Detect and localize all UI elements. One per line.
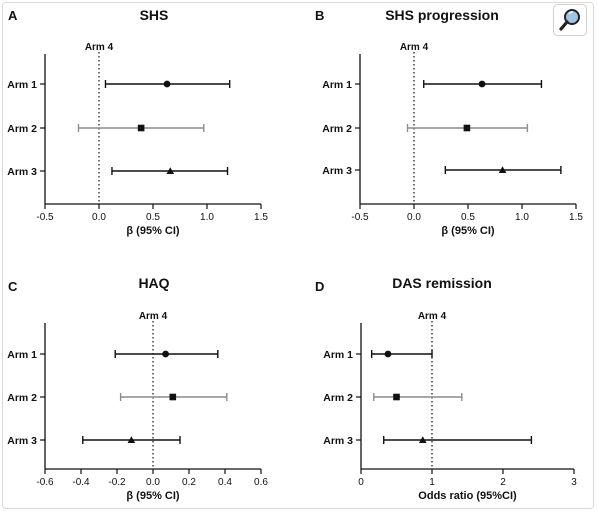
x-axis-title: β (95% CI): [126, 490, 180, 502]
x-axis-title: Odds ratio (95%CI): [418, 490, 517, 502]
panel-title: DAS remission: [392, 275, 492, 291]
x-tick-label: 1.0: [200, 212, 214, 223]
estimate-triangle: [418, 436, 427, 443]
estimate-square: [393, 393, 400, 401]
x-tick-label: -0.4: [72, 477, 90, 488]
x-tick-label: 1.5: [254, 212, 268, 223]
estimate-triangle: [166, 167, 175, 174]
panel-letter: A: [8, 8, 18, 23]
reference-label: Arm 4: [85, 42, 114, 53]
x-axis-title: β (95% CI): [441, 225, 495, 237]
estimate-square: [169, 393, 177, 401]
row-label: Arm 1: [322, 79, 352, 91]
x-tick-label: -0.6: [36, 477, 54, 488]
panel-title: SHS progression: [385, 7, 499, 23]
x-tick-label: 1.5: [569, 212, 583, 223]
zoom-button[interactable]: [553, 4, 587, 36]
reference-label: Arm 4: [418, 311, 447, 322]
x-tick-label: 2: [500, 477, 506, 488]
x-tick-label: 0.0: [146, 477, 160, 488]
estimate-square: [137, 124, 145, 132]
x-tick-label: 0.4: [218, 477, 232, 488]
row-label: Arm 1: [7, 79, 37, 91]
row-label: Arm 3: [7, 435, 37, 447]
row-label: Arm 3: [7, 166, 37, 178]
x-tick-label: -0.5: [36, 212, 54, 223]
x-tick-label: 0.5: [146, 212, 160, 223]
x-tick-label: 1.0: [515, 212, 529, 223]
x-tick-label: -0.2: [108, 477, 126, 488]
x-tick-label: 3: [571, 477, 577, 488]
panel-title: HAQ: [138, 275, 169, 291]
estimate-square: [463, 124, 471, 132]
panel-letter: B: [315, 8, 324, 23]
reference-label: Arm 4: [139, 311, 168, 322]
row-label: Arm 3: [322, 165, 352, 177]
estimate-circle: [384, 350, 392, 358]
x-tick-label: 1: [429, 477, 435, 488]
x-axis-title: β (95% CI): [126, 225, 180, 237]
panel-letter: C: [8, 279, 18, 294]
panel-title: SHS: [140, 7, 169, 23]
magnifier-icon: [553, 4, 587, 36]
estimate-circle: [478, 80, 486, 88]
reference-label: Arm 4: [400, 42, 429, 53]
estimate-circle: [163, 80, 171, 88]
row-label: Arm 2: [323, 392, 353, 404]
row-label: Arm 1: [323, 349, 353, 361]
row-label: Arm 2: [322, 123, 352, 135]
estimate-circle: [162, 350, 170, 358]
row-label: Arm 1: [7, 349, 37, 361]
row-label: Arm 2: [7, 392, 37, 404]
x-tick-label: 0.6: [254, 477, 268, 488]
x-tick-label: 0.0: [407, 212, 421, 223]
x-tick-label: 0.2: [182, 477, 196, 488]
estimate-triangle: [127, 436, 136, 443]
panel-letter: D: [315, 279, 324, 294]
row-label: Arm 2: [7, 123, 37, 135]
estimate-triangle: [498, 166, 507, 173]
x-tick-label: -0.5: [351, 212, 369, 223]
row-label: Arm 3: [323, 435, 353, 447]
x-tick-label: 0.5: [461, 212, 475, 223]
x-tick-label: 0: [358, 477, 364, 488]
x-tick-label: 0.0: [92, 212, 106, 223]
